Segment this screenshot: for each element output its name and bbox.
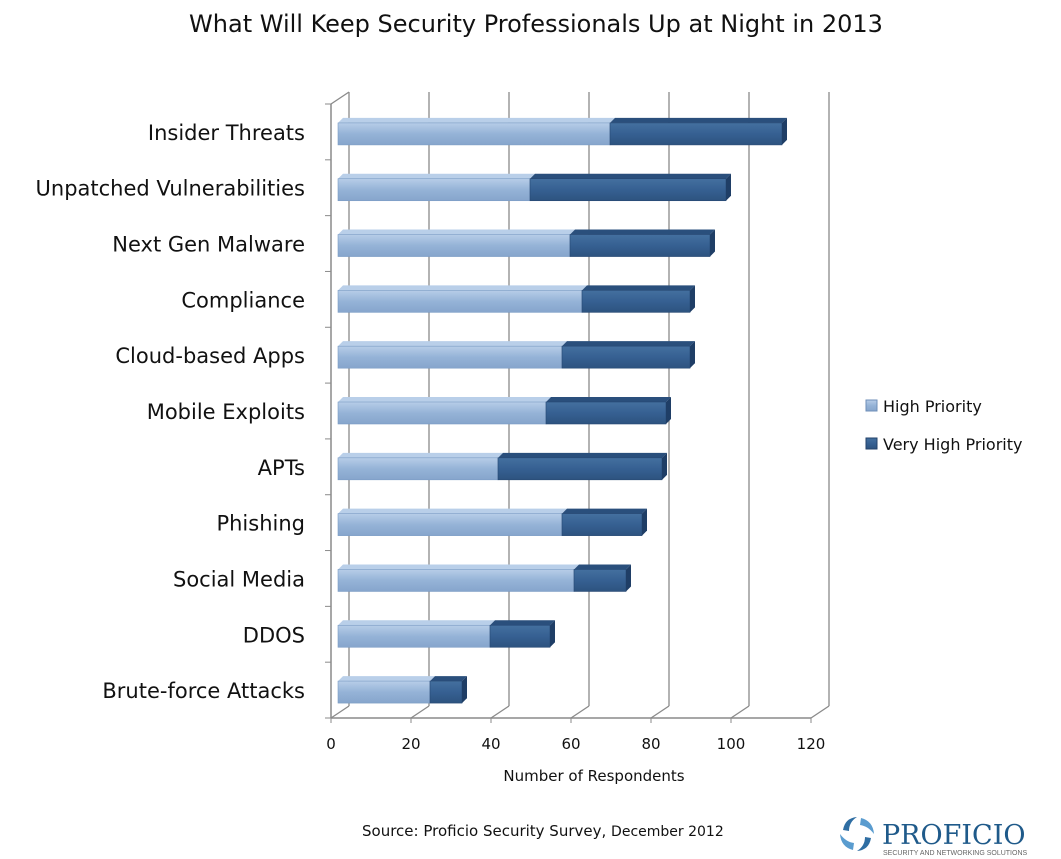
source-text: Source: Proficio Security Survey, (362, 822, 606, 840)
bar-high-priority (337, 234, 571, 257)
bar-end-cap (626, 564, 631, 592)
chart-title: What Will Keep Security Professionals Up… (189, 10, 883, 38)
category-label: DDOS (243, 623, 305, 647)
category-label: Social Media (173, 567, 305, 591)
bar-top (338, 173, 535, 179)
bar-very-high-priority (573, 569, 627, 592)
category-label: Brute-force Attacks (102, 679, 305, 703)
source-note: Source: Proficio Security Survey, Decemb… (362, 822, 724, 840)
bar-top (338, 620, 495, 626)
category-label: Unpatched Vulnerabilities (36, 177, 305, 201)
bar-top (338, 229, 575, 235)
bar-very-high-priority (561, 513, 643, 536)
bar-high-priority (337, 401, 547, 425)
category-label: Compliance (181, 288, 305, 312)
x-tick-label: 20 (401, 735, 420, 753)
floor-gridline (730, 705, 750, 719)
bar-top (338, 564, 579, 570)
bar-high-priority (337, 680, 431, 704)
y-axis-top (330, 91, 350, 105)
legend-label-very-high: Very High Priority (883, 435, 1022, 454)
bar-top (338, 676, 435, 682)
floor-gridline (330, 705, 350, 719)
floor-gridline (810, 705, 830, 719)
logo-name: PROFICIO (882, 820, 1026, 851)
x-tick-label: 60 (561, 735, 580, 753)
legend-swatch-high (865, 399, 878, 412)
bars (337, 117, 787, 704)
bar-end-cap (690, 341, 695, 369)
bar-top (574, 564, 631, 570)
bar-top (338, 285, 587, 291)
bar-top (498, 452, 667, 458)
bar-very-high-priority (569, 234, 711, 257)
bar-very-high-priority (581, 290, 691, 313)
floor-gridline (650, 705, 670, 719)
bar-very-high-priority (561, 345, 691, 369)
x-tick-label: 120 (797, 735, 826, 753)
bar-high-priority (337, 122, 611, 146)
bar-top (490, 620, 555, 626)
bar-high-priority (337, 345, 563, 369)
bar-high-priority (337, 290, 583, 313)
bar-end-cap (726, 173, 731, 201)
x-tick-label: 100 (717, 735, 746, 753)
bar-top (338, 341, 567, 347)
bar-end-cap (462, 676, 467, 704)
floor-gridline (410, 705, 430, 719)
x-tick-label: 80 (641, 735, 660, 753)
bar-high-priority (337, 624, 491, 648)
bar-end-cap (550, 620, 555, 648)
category-label: Cloud-based Apps (115, 344, 305, 368)
bar-very-high-priority (529, 178, 727, 202)
bar-end-cap (642, 508, 647, 536)
bar-top (546, 397, 671, 402)
bar-high-priority (337, 569, 575, 592)
category-label: Phishing (216, 512, 305, 536)
proficio-logo: PROFICIO SECURITY AND NETWORKING SOLUTIO… (840, 817, 1027, 857)
x-tick-label: 0 (326, 735, 336, 753)
bar-high-priority (337, 178, 531, 202)
legend-swatch-very-high (865, 437, 878, 450)
category-labels: Insider Threats Unpatched Vulnerabilities… (36, 121, 305, 703)
bar-top (562, 341, 695, 347)
category-label: Mobile Exploits (147, 400, 305, 424)
bar-top (338, 452, 503, 458)
legend: High Priority Very High Priority (865, 397, 1022, 454)
logo-swirl-icon (840, 817, 874, 851)
bar-end-cap (662, 452, 667, 480)
bar-very-high-priority (545, 401, 667, 425)
bar-end-cap (666, 397, 671, 424)
bar-very-high-priority (429, 680, 463, 704)
bar-end-cap (710, 229, 715, 257)
x-tick-labels: 0 20 40 60 80 100 120 (326, 735, 825, 753)
bar-top (430, 676, 467, 682)
logo-tagline: SECURITY AND NETWORKING SOLUTIONS (883, 850, 1027, 857)
bar-top (338, 397, 551, 402)
source-date: December 2012 (611, 824, 724, 840)
category-label: Insider Threats (148, 121, 305, 145)
legend-label-high: High Priority (883, 397, 982, 416)
x-axis-label: Number of Respondents (503, 767, 684, 785)
x-tick-label: 40 (481, 735, 500, 753)
bar-top (338, 117, 615, 123)
category-label: APTs (258, 456, 305, 480)
bar-very-high-priority (489, 624, 551, 648)
bar-high-priority (337, 457, 499, 481)
floor-gridline (570, 705, 590, 719)
bar-top (582, 285, 695, 291)
bar-top (610, 117, 787, 123)
bar-very-high-priority (609, 122, 783, 146)
bar-top (570, 229, 715, 235)
bar-top (562, 508, 647, 514)
bar-end-cap (690, 285, 695, 313)
bar-end-cap (782, 117, 787, 145)
bar-top (530, 173, 731, 179)
bar-very-high-priority (497, 457, 663, 481)
bar-top (338, 508, 567, 514)
floor-gridline (490, 705, 510, 719)
category-label: Next Gen Malware (112, 233, 305, 257)
bar-high-priority (337, 513, 563, 536)
